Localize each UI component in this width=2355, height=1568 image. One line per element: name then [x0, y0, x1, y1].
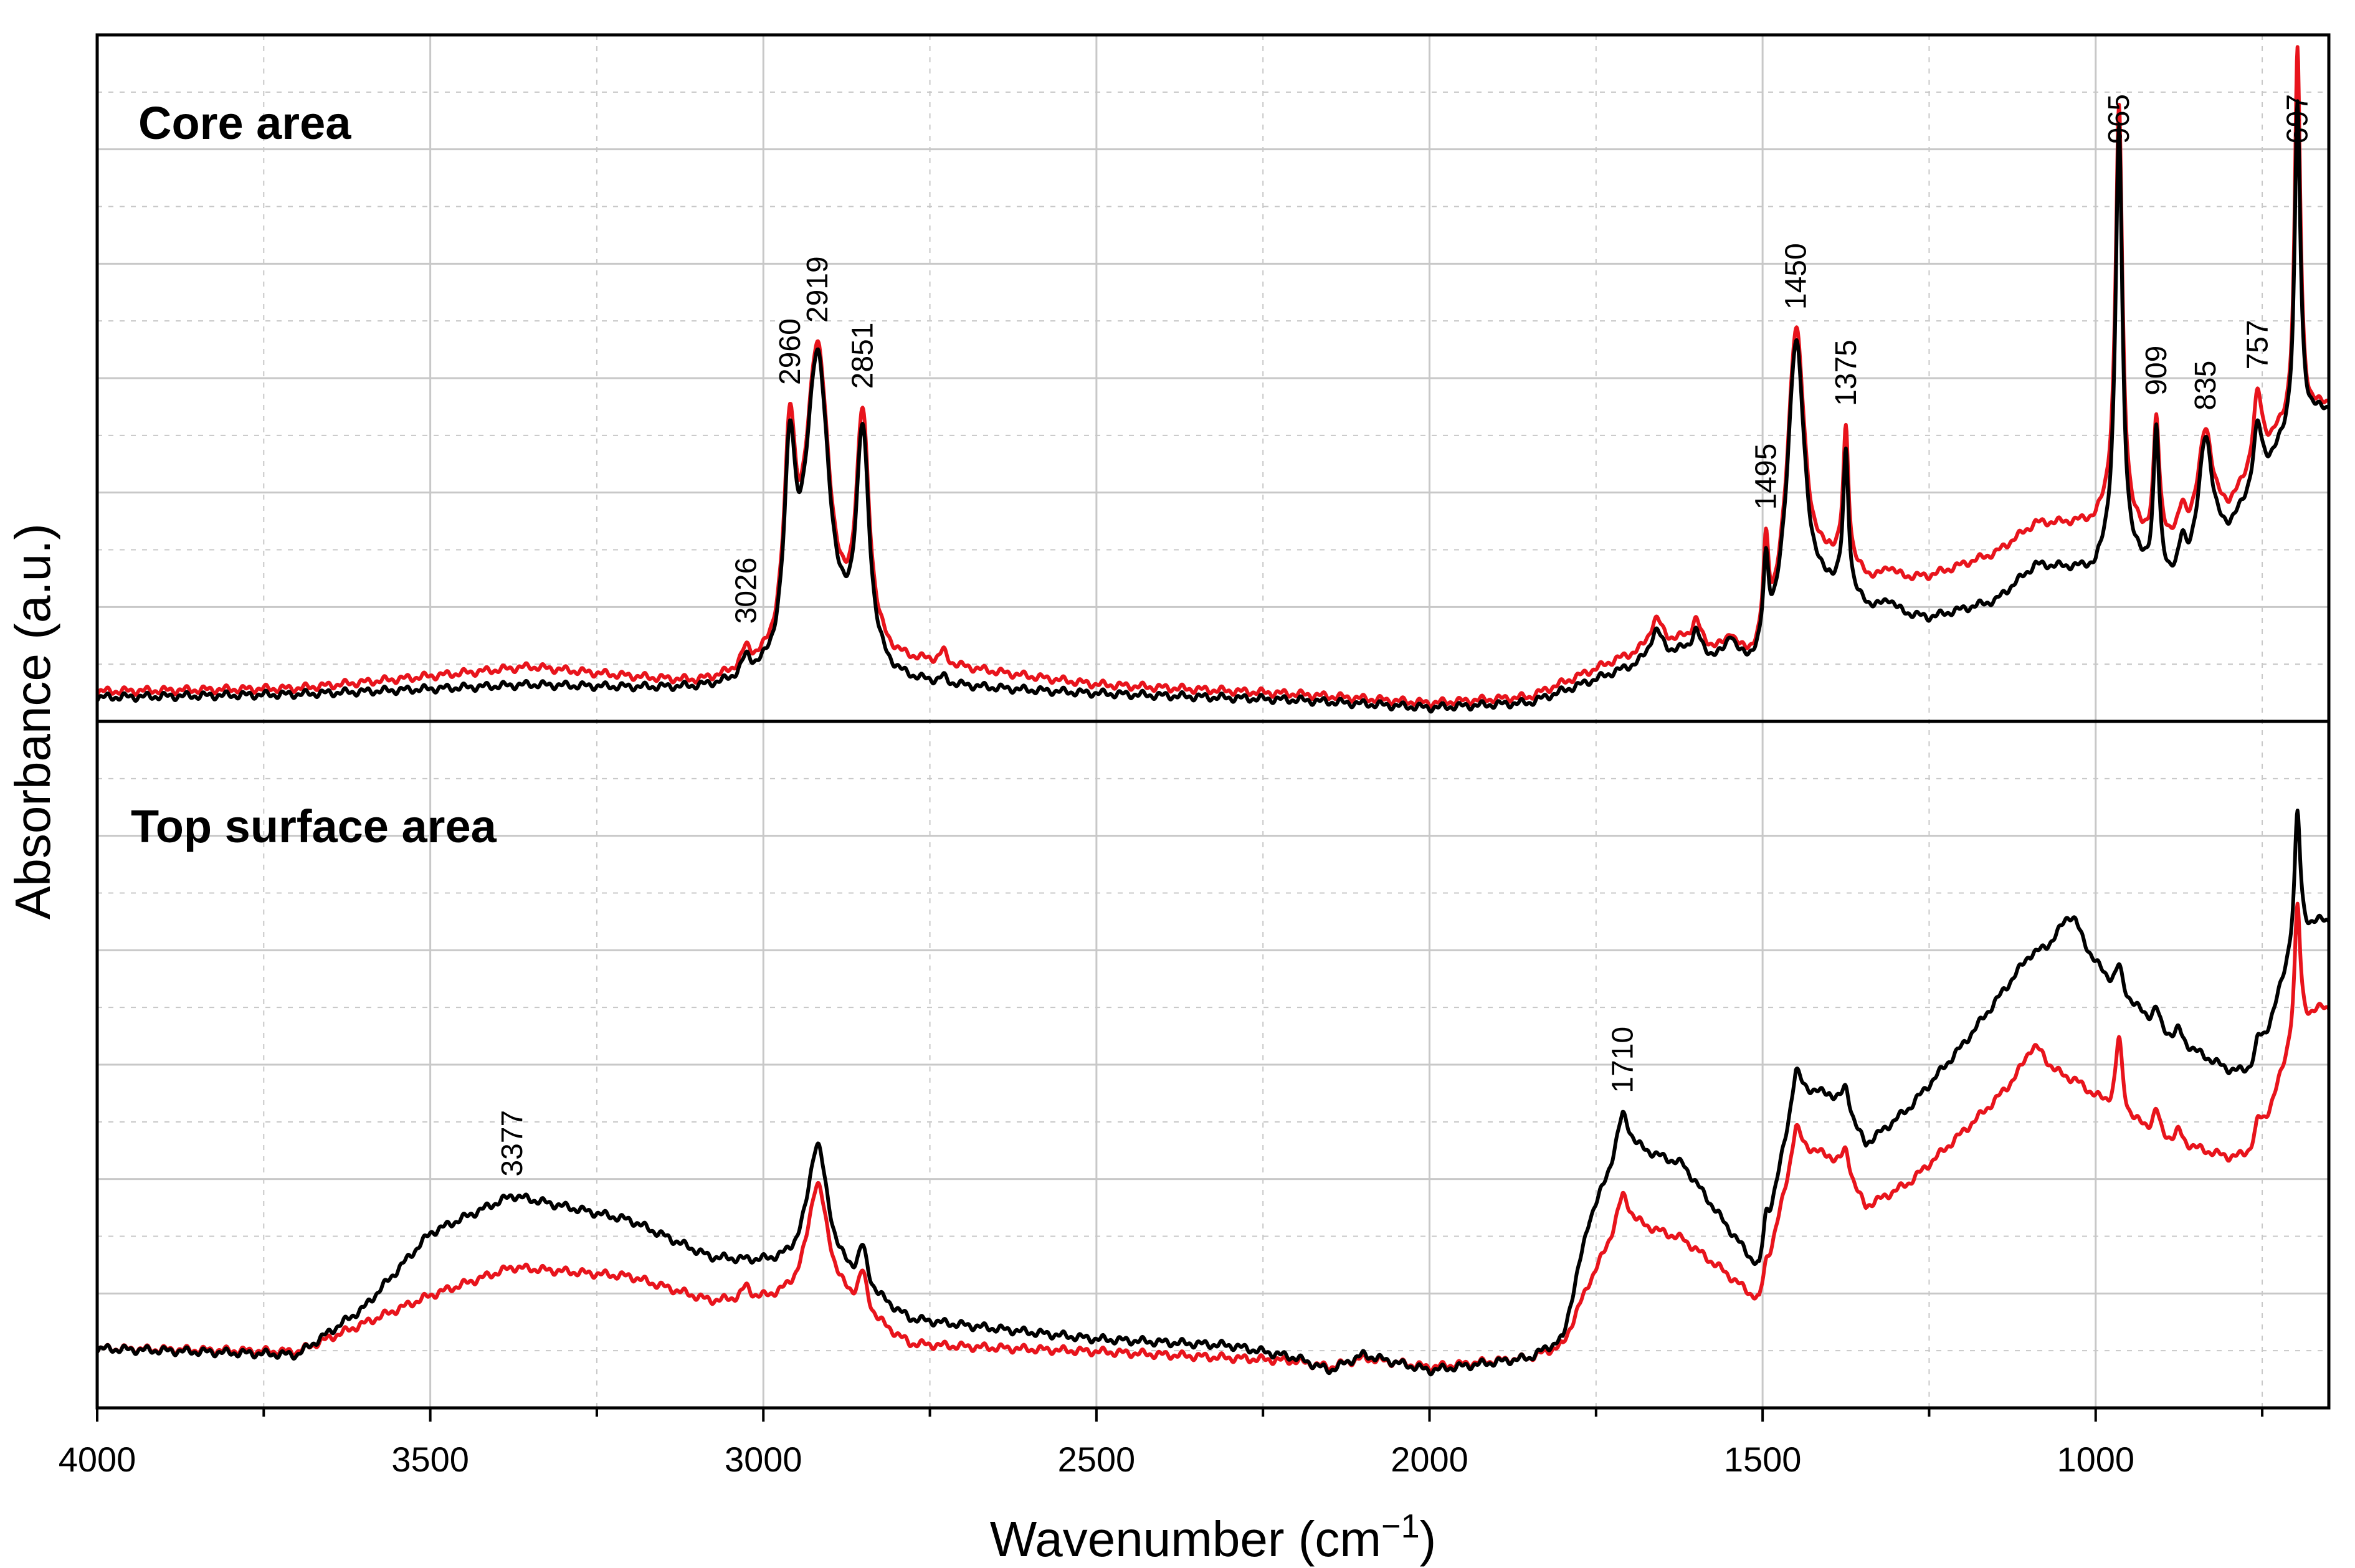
x-axis-title-sup: −1 — [1381, 1508, 1420, 1545]
x-tick-label: 2000 — [1391, 1440, 1468, 1479]
peak-label: 909 — [2140, 346, 2173, 396]
top-surface-area-series — [97, 809, 2329, 1377]
peak-label: 1495 — [1750, 444, 1783, 510]
peak-label: 697 — [2281, 94, 2315, 144]
peak-label: 3026 — [730, 558, 763, 624]
peak-label: 1710 — [1607, 1027, 1640, 1093]
x-tick-label: 4000 — [59, 1440, 136, 1479]
peak-label: 2960 — [774, 318, 807, 385]
peak-label: 1375 — [1830, 340, 1863, 406]
x-tick-label: 3500 — [391, 1440, 469, 1479]
peak-label: 757 — [2242, 320, 2275, 369]
x-axis-title-main: Wavenumber (cm — [990, 1511, 1381, 1567]
x-axis-ticks: 4000 3500 3000 2500 2000 1500 1000 — [59, 1408, 2264, 1479]
x-tick-label: 3000 — [725, 1440, 802, 1479]
peak-label: 2919 — [801, 256, 834, 323]
series-line-black — [97, 809, 2329, 1377]
core-area-series — [97, 45, 2329, 714]
series-line-black — [97, 99, 2329, 714]
y-axis-title: Absorbance (a.u.) — [5, 523, 60, 919]
peak-label: 1450 — [1780, 243, 1813, 310]
panel-title-top-surface: Top surface area — [131, 801, 497, 852]
series-line-red — [97, 45, 2329, 709]
peak-label: 3377 — [496, 1110, 529, 1177]
peak-label: 2851 — [847, 323, 880, 389]
x-axis-title-end: ) — [1420, 1511, 1437, 1567]
panel-title-core: Core area — [138, 97, 351, 149]
x-axis-title: Wavenumber (cm−1) — [990, 1508, 1437, 1567]
peak-label: 965 — [2103, 94, 2136, 144]
x-tick-label: 1000 — [2057, 1440, 2134, 1479]
x-tick-label: 2500 — [1058, 1440, 1136, 1479]
series-line-red — [97, 901, 2329, 1374]
peak-label: 835 — [2189, 361, 2222, 411]
x-tick-label: 1500 — [1724, 1440, 1802, 1479]
